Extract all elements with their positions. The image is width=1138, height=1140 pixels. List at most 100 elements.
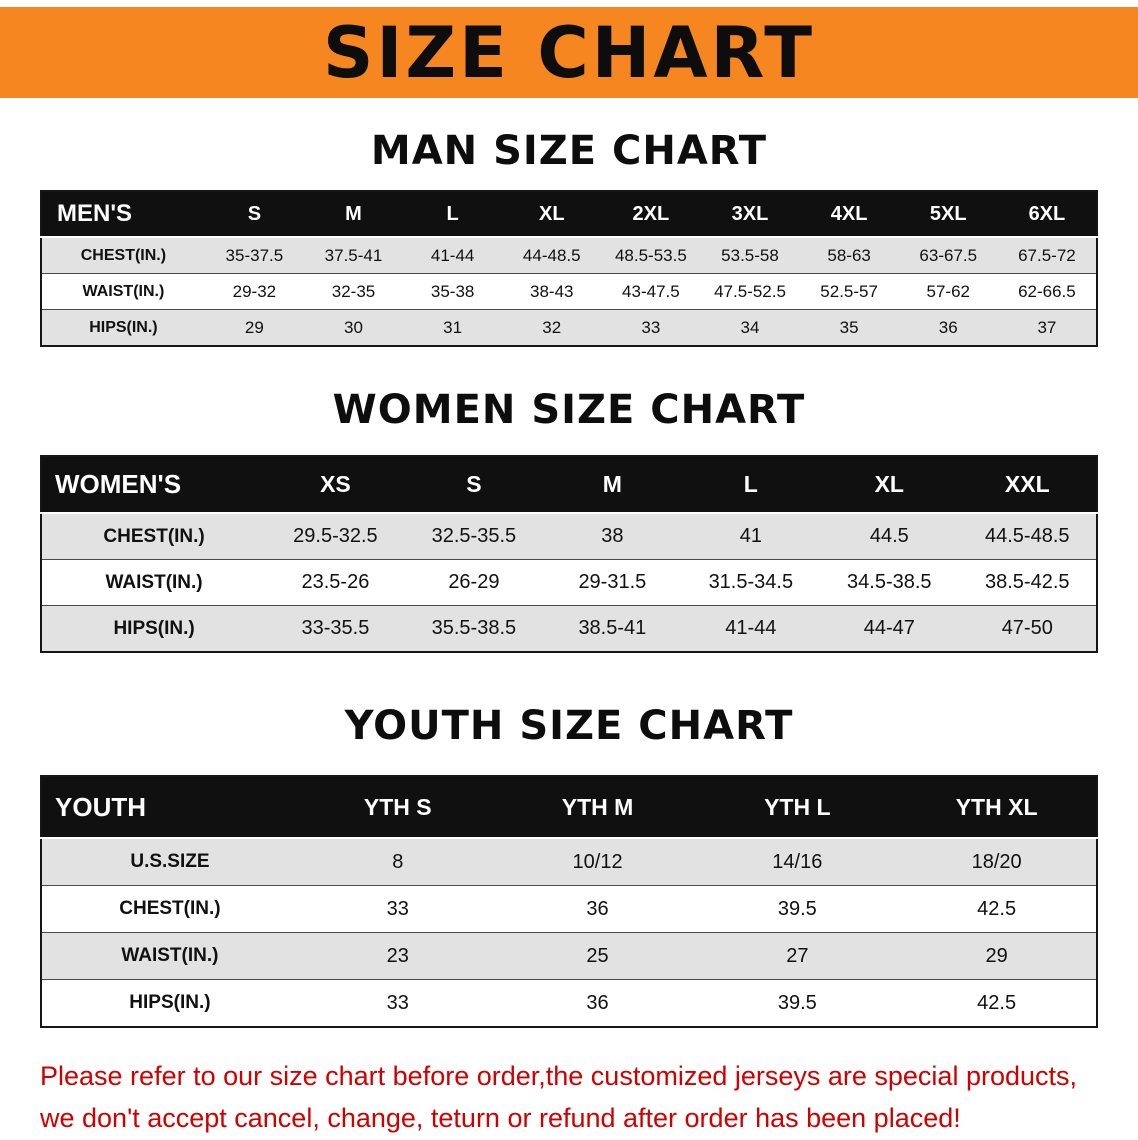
measurement-value: 29	[897, 932, 1097, 980]
women-size-table: WOMEN'S XS S M L XL XXL CHEST(IN.) 29.5-32.5 32.5…	[40, 455, 1098, 653]
size-column-header: 6XL	[997, 191, 1097, 238]
measurement-value: 31	[403, 309, 503, 346]
measurement-value: 18/20	[971, 850, 1022, 873]
youth-size-table: YOUTH YTH S YTH M YTH L YTH XL U.S.SIZE 8 10/12…	[40, 775, 1098, 1028]
men-section-heading: MAN SIZE CHART	[370, 128, 768, 174]
size-table: WOMEN'S XS S M L XL XXL CHEST(IN.) 29.5-32.5 32.5…	[40, 455, 1098, 653]
size-column-header: 4XL	[799, 191, 899, 238]
size-column-header: XS	[266, 456, 405, 514]
measurement-row: WAIST(IN.) 29-32 32-35 35-38 38-43 43-47.5 47.…	[41, 273, 1097, 310]
size-column-header: L	[403, 191, 503, 238]
size-column-header: YTH L	[697, 776, 898, 839]
size-column-header: XXL	[958, 456, 1097, 514]
measurement-value: 33	[601, 309, 701, 346]
measurement-value: 39.5	[697, 979, 898, 1027]
measurement-value: 10/12	[572, 850, 623, 873]
measurement-value: 47-50	[958, 605, 1097, 652]
measurement-value: 58-63	[827, 245, 871, 265]
measurement-row: HIPS(IN.) 33 36 39.5 42.5	[41, 979, 1097, 1027]
measurement-label: HIPS(IN.)	[41, 309, 205, 346]
men-size-table: MEN'S S M L XL 2XL 3XL 4XL 5XL 6XL CHEST(IN.) 35-37…	[40, 190, 1098, 347]
measurement-value: 38.5-42.5	[958, 559, 1097, 606]
measurement-label: WAIST(IN.)	[41, 273, 205, 310]
measurement-value: 35	[799, 309, 899, 346]
measurement-value: 29-32	[204, 273, 304, 310]
measurement-value: 30	[303, 309, 404, 346]
measurement-value: 47.5-52.5	[700, 273, 800, 310]
measurement-value: 38	[601, 525, 624, 547]
measurement-row: CHEST(IN.) 35-37.5 37.5-41 41-44 44-48.5 48.5…	[41, 237, 1097, 274]
measurement-value: 14/16	[772, 850, 823, 873]
measurement-value: 42.5	[897, 979, 1097, 1027]
measurement-value: 36	[497, 979, 698, 1027]
measurement-value: 38-43	[502, 273, 602, 310]
measurement-value: 35-38	[403, 273, 503, 310]
measurement-value: 62-66.5	[997, 273, 1097, 310]
table-group-label: MEN'S	[41, 191, 205, 238]
measurement-value: 32.5-35.5	[431, 525, 517, 547]
measurement-value: 33	[297, 979, 498, 1027]
table-header-row: MEN'S S M L XL 2XL 3XL 4XL 5XL 6XL	[41, 191, 1097, 238]
page-title: SIZE CHART	[322, 11, 816, 94]
size-column-header: S	[204, 191, 304, 238]
measurement-value: 33	[297, 885, 498, 933]
measurement-value: 36	[497, 885, 698, 933]
measurement-value: 32-35	[303, 273, 404, 310]
measurement-value: 39.5	[697, 885, 898, 933]
measurement-row: CHEST(IN.) 29.5-32.5 32.5-35.5 38 41 44.5 44.5…	[41, 513, 1097, 560]
measurement-value: 29.5-32.5	[293, 525, 378, 547]
size-column-header: 2XL	[601, 191, 701, 238]
measurement-value: 63-67.5	[919, 245, 978, 265]
measurement-value: 38.5-41	[543, 605, 682, 652]
women-section-heading: WOMEN SIZE CHART	[332, 387, 806, 433]
measurement-value: 44.5	[869, 525, 909, 547]
measurement-label: WAIST(IN.)	[41, 932, 298, 980]
measurement-value: 67.5-72	[1018, 245, 1076, 265]
size-column-header: YTH S	[297, 776, 498, 839]
size-column-header: XL	[502, 191, 602, 238]
measurement-value: 53.5-58	[721, 245, 779, 265]
table-header-row: WOMEN'S XS S M L XL XXL	[41, 456, 1097, 514]
table-header-row: YOUTH YTH S YTH M YTH L YTH XL	[41, 776, 1097, 839]
measurement-value: 36	[898, 309, 998, 346]
measurement-label: HIPS(IN.)	[41, 605, 267, 652]
youth-section-heading: YOUTH SIZE CHART	[344, 703, 794, 749]
measurement-value: 27	[697, 932, 898, 980]
measurement-value: 29-31.5	[543, 559, 682, 606]
measurement-value: 41-44	[681, 605, 821, 652]
measurement-value: 41	[739, 525, 762, 547]
size-table: YOUTH YTH S YTH M YTH L YTH XL U.S.SIZE 8 10/12…	[40, 775, 1098, 1028]
disclaimer: Please refer to our size chart before or…	[40, 1056, 1138, 1140]
measurement-value: 43-47.5	[601, 273, 701, 310]
size-column-header: S	[404, 456, 544, 514]
measurement-value: 44.5-48.5	[985, 525, 1070, 547]
measurement-label: CHEST(IN.)	[80, 246, 167, 264]
measurement-value: 33-35.5	[266, 605, 405, 652]
measurement-label: WAIST(IN.)	[41, 559, 267, 606]
disclaimer-line-2: we don't accept cancel, change, teturn o…	[40, 1102, 961, 1133]
measurement-value: 34.5-38.5	[820, 559, 959, 606]
disclaimer-line-1: Please refer to our size chart before or…	[40, 1061, 1078, 1091]
measurement-value: 8	[392, 850, 404, 873]
measurement-value: 29	[204, 309, 304, 346]
size-table: MEN'S S M L XL 2XL 3XL 4XL 5XL 6XL CHEST(IN.) 35-37…	[40, 190, 1098, 347]
table-group-label: WOMEN'S	[41, 456, 267, 514]
measurement-label: U.S.SIZE	[130, 851, 210, 872]
measurement-value: 32	[502, 309, 602, 346]
measurement-value: 37.5-41	[324, 245, 383, 265]
size-column-header: YTH XL	[897, 776, 1097, 839]
size-column-header: M	[543, 456, 682, 514]
measurement-value: 52.5-57	[799, 273, 899, 310]
measurement-value: 25	[497, 932, 698, 980]
measurement-value: 23.5-26	[266, 559, 405, 606]
measurement-value: 44-48.5	[522, 245, 581, 265]
size-column-header: 5XL	[898, 191, 998, 238]
measurement-row: U.S.SIZE 8 10/12 14/16 18/20	[41, 838, 1097, 886]
youth-size-section: YOUTH SIZE CHART YOUTH YTH S YTH M YTH L YTH…	[0, 703, 1138, 1028]
measurement-row: CHEST(IN.) 33 36 39.5 42.5	[41, 885, 1097, 933]
size-chart-page: SIZE CHART MAN SIZE CHART MEN'S S M L XL 2XL 3…	[0, 7, 1138, 1140]
measurement-label: HIPS(IN.)	[41, 979, 298, 1027]
measurement-value: 41-44	[430, 245, 475, 265]
measurement-value: 34	[700, 309, 800, 346]
measurement-value: 35.5-38.5	[404, 605, 544, 652]
